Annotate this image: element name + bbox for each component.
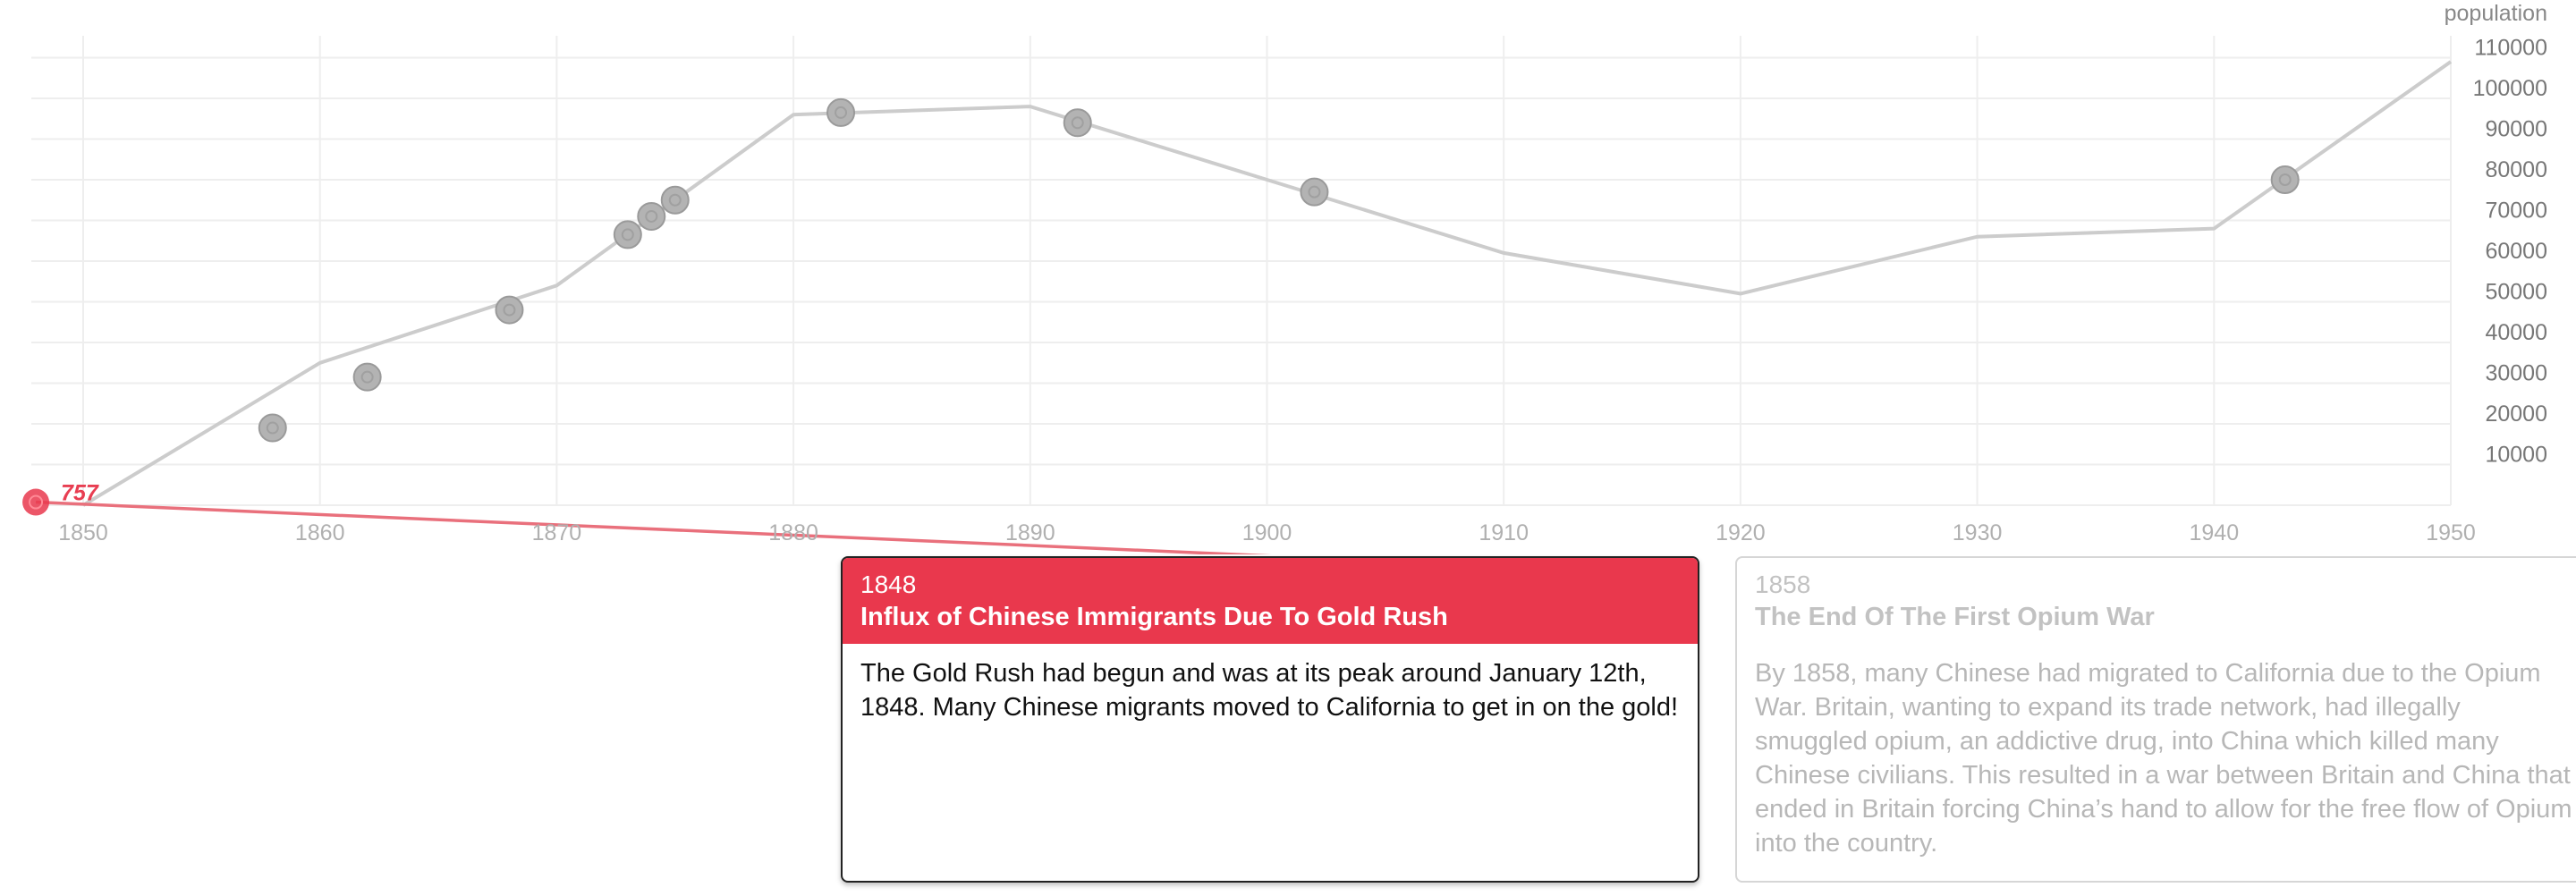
event-card-active[interactable]: 1848 Influx of Chinese Immigrants Due To… (841, 556, 1699, 883)
x-tick-label: 1930 (1953, 520, 2003, 545)
event-card-next[interactable]: 1858 The End Of The First Opium War By 1… (1735, 556, 2576, 883)
event-card-title: Influx of Chinese Immigrants Due To Gold… (860, 603, 1448, 631)
event-point[interactable] (613, 220, 642, 249)
x-tick-label: 1860 (295, 520, 345, 545)
event-point[interactable] (258, 413, 287, 443)
y-tick-label: 10000 (2485, 443, 2547, 468)
card-connector (35, 500, 1272, 554)
x-tick-label: 1890 (1005, 520, 1055, 545)
event-card-body: By 1858, many Chinese had migrated to Ca… (1755, 659, 2572, 858)
y-tick-label: 40000 (2485, 320, 2547, 345)
y-tick-label: 100000 (2473, 76, 2547, 101)
event-point-ring (360, 370, 374, 384)
y-axis-title: population (2445, 1, 2547, 26)
event-point-ring (668, 193, 682, 207)
event-point[interactable] (495, 295, 524, 325)
event-point-active[interactable] (22, 488, 50, 516)
event-card-title: The End Of The First Opium War (1755, 603, 2155, 631)
event-point[interactable] (1300, 177, 1329, 207)
x-tick-label: 1950 (2426, 520, 2476, 545)
event-point[interactable] (660, 185, 690, 215)
series-path (81, 60, 2453, 507)
x-tick-label: 1920 (1716, 520, 1766, 545)
tick-labels: 1850 1860 1870 1880 1890 1900 1910 1920 1930 1940… (58, 1, 2547, 545)
event-point[interactable] (352, 362, 382, 392)
population-chart: 757 1850 1860 1870 1880 1890 1900 1910 1920 1930… (22, 1, 2547, 554)
y-tick-label: 20000 (2485, 402, 2547, 427)
connector-line (35, 500, 1272, 554)
event-point-ring (621, 228, 634, 241)
event-point-ring (1308, 185, 1321, 199)
grid (31, 36, 2452, 506)
event-point[interactable] (826, 97, 856, 127)
x-tick-label: 1900 (1242, 520, 1292, 545)
event-point-active-ring (29, 494, 44, 510)
x-tick-label: 1910 (1479, 520, 1529, 545)
y-tick-label: 50000 (2485, 280, 2547, 305)
x-tick-label: 1850 (58, 520, 108, 545)
event-point-ring (266, 421, 279, 435)
event-card-year: 1858 (1755, 571, 1811, 598)
y-tick-label: 90000 (2485, 117, 2547, 142)
event-card-header: 1848 Influx of Chinese Immigrants Due To… (843, 558, 1698, 644)
event-point[interactable] (2270, 165, 2300, 194)
y-tick-label: 30000 (2485, 361, 2547, 386)
event-point[interactable] (637, 201, 666, 231)
y-tick-label: 80000 (2485, 157, 2547, 182)
event-point[interactable] (1063, 108, 1092, 138)
x-tick-label: 1940 (2189, 520, 2239, 545)
x-tick-label: 1880 (768, 520, 818, 545)
y-tick-label: 110000 (2474, 36, 2547, 61)
y-tick-label: 60000 (2485, 239, 2547, 264)
event-point-value-label: 757 (61, 481, 99, 506)
event-point-ring (645, 209, 658, 223)
event-point-ring (1071, 116, 1084, 130)
event-point-ring (835, 106, 848, 119)
event-card-year: 1848 (860, 571, 917, 598)
event-points: 757 (22, 97, 2300, 516)
series-line (81, 60, 2453, 507)
event-card-header: 1858 The End Of The First Opium War (1737, 558, 2576, 644)
y-tick-label: 70000 (2485, 199, 2547, 224)
x-tick-label: 1870 (532, 520, 582, 545)
event-point-ring (503, 303, 516, 317)
event-card-body: The Gold Rush had begun and was at its p… (860, 659, 1679, 722)
event-point-ring (2278, 173, 2292, 186)
